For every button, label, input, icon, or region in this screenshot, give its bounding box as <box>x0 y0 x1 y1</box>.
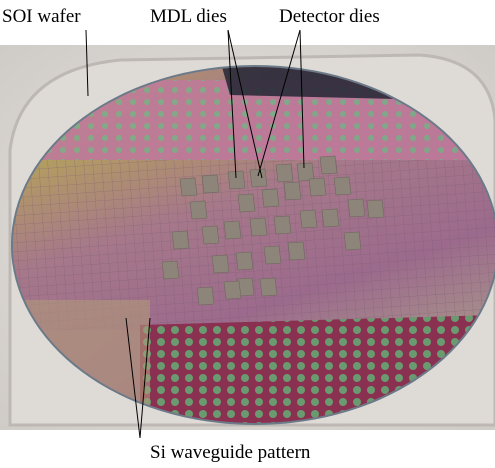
die <box>211 254 230 274</box>
wafer-surface <box>13 67 495 423</box>
die <box>273 215 292 235</box>
die <box>179 177 198 197</box>
die <box>296 162 315 182</box>
die <box>275 163 294 183</box>
die <box>259 277 278 297</box>
die <box>366 199 385 219</box>
die <box>235 251 254 271</box>
die <box>347 198 366 218</box>
die <box>227 170 246 190</box>
die <box>196 286 215 306</box>
die <box>308 177 327 197</box>
die <box>223 280 242 300</box>
label-detector-dies: Detector dies <box>279 6 380 27</box>
die <box>333 176 352 196</box>
die <box>283 181 302 201</box>
die <box>237 193 256 213</box>
die <box>321 208 340 228</box>
die <box>201 174 220 194</box>
die <box>249 217 268 237</box>
die <box>249 168 268 188</box>
die <box>343 231 362 251</box>
die <box>223 220 242 240</box>
die <box>161 260 180 280</box>
label-waveguide: Si waveguide pattern <box>150 442 311 463</box>
die <box>171 230 190 250</box>
label-soi-wafer: SOI wafer <box>2 6 81 27</box>
dies <box>161 155 385 306</box>
die <box>319 155 338 175</box>
label-mdl-dies: MDL dies <box>150 6 227 27</box>
arrows <box>85 29 305 439</box>
die <box>189 200 208 220</box>
die <box>287 241 306 261</box>
die <box>263 245 282 265</box>
die <box>201 225 220 245</box>
die <box>261 188 280 208</box>
die <box>299 209 318 229</box>
